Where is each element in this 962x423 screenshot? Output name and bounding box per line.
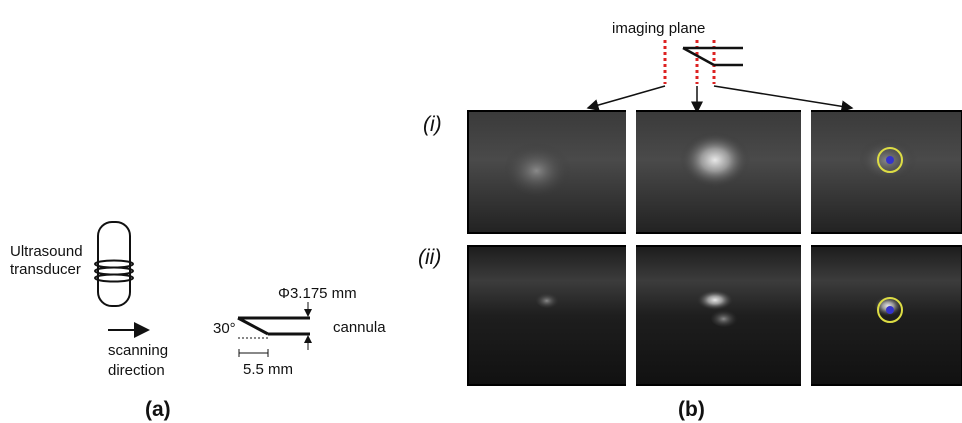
plane-arrows xyxy=(588,86,852,112)
caption: (b) xyxy=(678,398,705,421)
transducer xyxy=(95,222,133,306)
figure: Ultrasound transducer scanning direction… xyxy=(0,0,962,423)
length-bar xyxy=(239,349,268,357)
scan-label: direction xyxy=(108,362,165,379)
cannula xyxy=(238,318,310,334)
diameter-label: Φ3.175 mm xyxy=(278,285,357,302)
angle-label: 30° xyxy=(213,320,236,337)
length-label: 5.5 mm xyxy=(243,361,293,378)
scan-label: scanning xyxy=(108,342,168,359)
row-label: (ii) xyxy=(418,246,441,269)
cannula-label: cannula xyxy=(333,319,386,336)
image-row-i xyxy=(468,111,962,233)
plane-label: imaging plane xyxy=(612,20,705,37)
transducer-label: Ultrasound xyxy=(10,243,83,260)
image-row-ii xyxy=(468,246,962,385)
row-label: (i) xyxy=(423,113,442,136)
transducer-label: transducer xyxy=(10,261,81,278)
cannula-sketch xyxy=(683,48,743,65)
caption: (a) xyxy=(145,398,171,421)
